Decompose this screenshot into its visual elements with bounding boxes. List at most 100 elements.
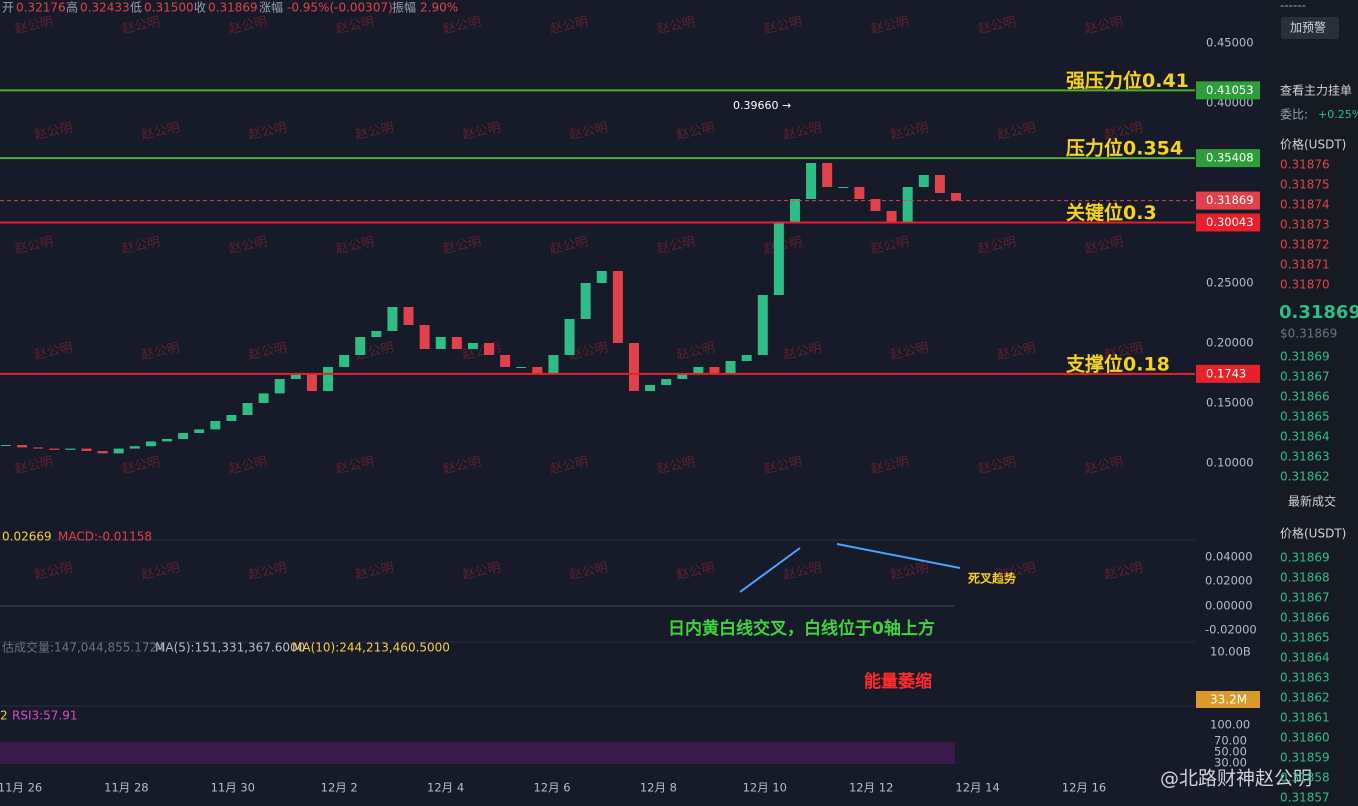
bid-price: 0.31869 (1280, 350, 1330, 364)
level-name: 关键位0.3 (1066, 201, 1157, 224)
candle (580, 283, 591, 319)
candle (451, 337, 462, 349)
level-name: 支撑位0.18 (1065, 352, 1170, 375)
label: 振幅 (392, 0, 416, 15)
date-tick: 11月 26 (0, 781, 42, 795)
macd-tick: 0.04000 (1205, 550, 1253, 564)
value: 0.32433 (80, 1, 130, 15)
candle (258, 393, 269, 403)
trade-price: 0.31864 (1280, 651, 1330, 665)
ratio: +0.25% (1318, 108, 1358, 121)
volume-label: 估成交量:147,044,855.1724 (2, 640, 165, 655)
candle (242, 403, 253, 415)
trade-price: 0.31857 (1280, 791, 1330, 805)
trade-price: 0.31859 (1280, 751, 1330, 765)
rsi-tick: 100.00 (1210, 718, 1250, 732)
candle (33, 447, 44, 449)
candle (162, 439, 172, 442)
price-tag (1196, 364, 1260, 383)
date-tick: 12月 10 (743, 781, 787, 795)
candle (628, 343, 639, 391)
last-price: 0.31869 (1279, 302, 1358, 323)
price-tag (1196, 81, 1260, 100)
bid-price: 0.31866 (1280, 390, 1330, 404)
main-orders[interactable]: 查看主力挂单 (1280, 84, 1352, 98)
candle (1, 445, 11, 446)
macd-dif: 0.02669 (2, 530, 52, 544)
ask-price: 0.31871 (1280, 258, 1330, 272)
macd-label: MACD:-0.01158 (58, 530, 152, 544)
date-tick: 12月 8 (640, 781, 677, 795)
trades-title: 最新成交 (1288, 494, 1336, 509)
rsi-band (0, 742, 955, 764)
candle (902, 187, 913, 223)
bid-price: 0.31865 (1280, 410, 1330, 424)
price-tag-text: 0.1743 (1206, 366, 1246, 380)
trade-price: 0.31860 (1280, 731, 1330, 745)
price-tag (1196, 149, 1260, 168)
candle (290, 373, 301, 379)
ask-price: 0.31872 (1280, 238, 1330, 252)
trade-price: 0.31863 (1280, 671, 1330, 685)
alert-button[interactable] (1281, 17, 1339, 39)
price-tag-text: 0.30043 (1206, 215, 1254, 229)
price-tick: 0.10000 (1206, 456, 1254, 470)
trades-header: 价格(USDT) (1280, 526, 1346, 541)
trade-price: 0.31862 (1280, 691, 1330, 705)
label: 收 (194, 1, 206, 15)
level-name: 压力位0.354 (1066, 137, 1183, 160)
label: 高 (66, 0, 78, 15)
bid-price: 0.31863 (1280, 450, 1330, 464)
candle (306, 373, 317, 391)
arrow (739, 547, 801, 593)
candle (49, 448, 60, 450)
annotation: 能量萎缩 (864, 671, 932, 692)
annotation: 死叉趋势 (968, 571, 1016, 586)
dashes: ------ (1280, 0, 1306, 13)
alert-button-text[interactable]: 加预警 (1290, 20, 1326, 35)
date-tick: 12月 6 (533, 781, 570, 795)
candle (886, 211, 897, 223)
candle (419, 325, 430, 349)
price-tag-text: 0.31869 (1206, 193, 1254, 207)
price-tag-text: 0.35408 (1206, 151, 1254, 165)
trade-price: 0.31866 (1280, 611, 1330, 625)
candle (500, 355, 511, 367)
candle (822, 163, 833, 187)
volume-tag-text: 33.2M (1210, 693, 1247, 707)
ask-price: 0.31876 (1280, 158, 1330, 172)
candle (323, 367, 334, 391)
rsi-label: RSI3:57.91 (12, 709, 78, 723)
rsi-prefix: 2 (0, 709, 8, 723)
arrow (836, 543, 961, 569)
value: 0.31869 (208, 1, 258, 15)
level-name: 强压力位0.41 (1066, 69, 1189, 92)
candle (194, 429, 205, 433)
candle (145, 441, 156, 447)
high-marker: 0.39660 → (733, 99, 791, 112)
candle (484, 343, 495, 355)
value: -0.95%(-0.00307) (287, 1, 393, 15)
candle (918, 175, 929, 187)
candle (709, 367, 720, 373)
candle (661, 379, 672, 385)
trade-price: 0.31858 (1280, 771, 1330, 785)
volume-ma10: MA(10):244,213,460.5000 (292, 641, 450, 655)
candle (339, 355, 350, 367)
trade-price: 0.31869 (1280, 551, 1330, 565)
candle (467, 343, 478, 349)
price-tick: 0.15000 (1206, 396, 1254, 410)
price-tag-text: 0.41053 (1206, 83, 1254, 97)
candle (725, 361, 736, 373)
trade-price: 0.31865 (1280, 631, 1330, 645)
candle (951, 193, 961, 201)
candle (435, 337, 446, 349)
candle (17, 445, 28, 448)
bid-price: 0.31864 (1280, 430, 1330, 444)
candle (741, 355, 752, 361)
ratio-label: 委比: (1280, 108, 1308, 122)
sidebar-bg (1268, 0, 1358, 806)
candle (612, 271, 623, 343)
date-tick: 11月 30 (211, 781, 255, 795)
